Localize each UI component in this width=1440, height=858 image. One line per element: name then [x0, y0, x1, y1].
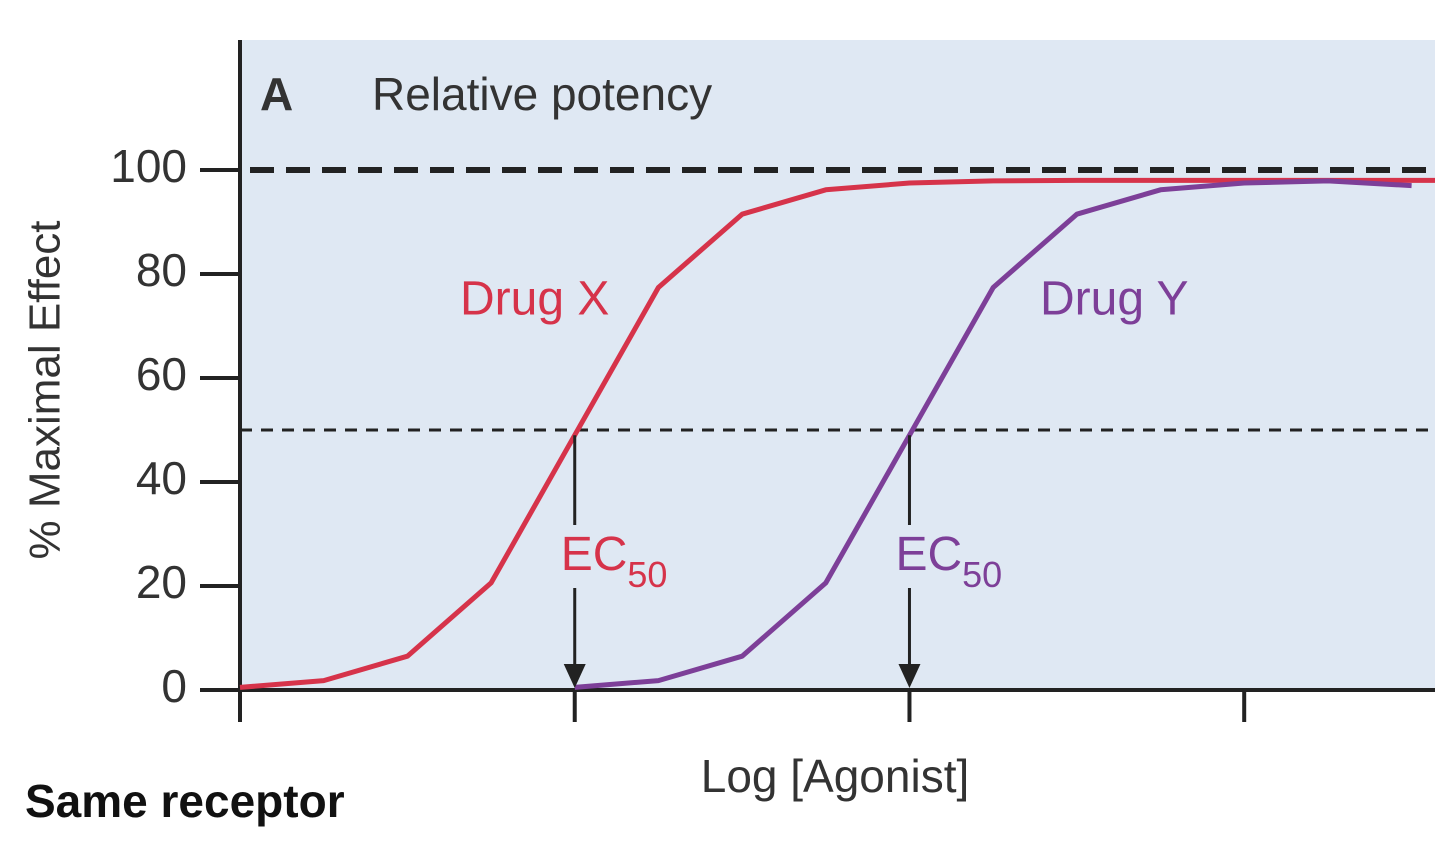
y-tick-label: 60	[136, 348, 187, 400]
arrow-head	[563, 664, 586, 688]
ec50-subscript: 50	[962, 554, 1002, 595]
ec50-label: EC50	[895, 528, 1002, 595]
y-tick-label: 20	[136, 556, 187, 608]
y-axis-label: % Maximal Effect	[21, 220, 70, 559]
y-tick-label: 80	[136, 244, 187, 296]
ec50-text: EC	[895, 528, 962, 581]
ec50-text: EC	[561, 528, 628, 581]
series-label: Drug X	[460, 273, 609, 326]
panel-letter: A	[260, 68, 293, 120]
ec50-label: EC50	[561, 528, 668, 595]
series-line	[574, 178, 1412, 690]
chart-title: Relative potency	[372, 68, 712, 120]
ec50-subscript: 50	[627, 554, 667, 595]
y-tick-label: 40	[136, 452, 187, 504]
y-tick-label: 100	[110, 140, 187, 192]
series-label: Drug Y	[1040, 273, 1189, 326]
y-tick-label: 0	[161, 660, 187, 712]
arrow-head	[898, 664, 921, 688]
x-axis-label: Log [Agonist]	[701, 750, 970, 802]
plot-background	[240, 40, 1435, 690]
caption: Same receptor	[25, 775, 345, 827]
